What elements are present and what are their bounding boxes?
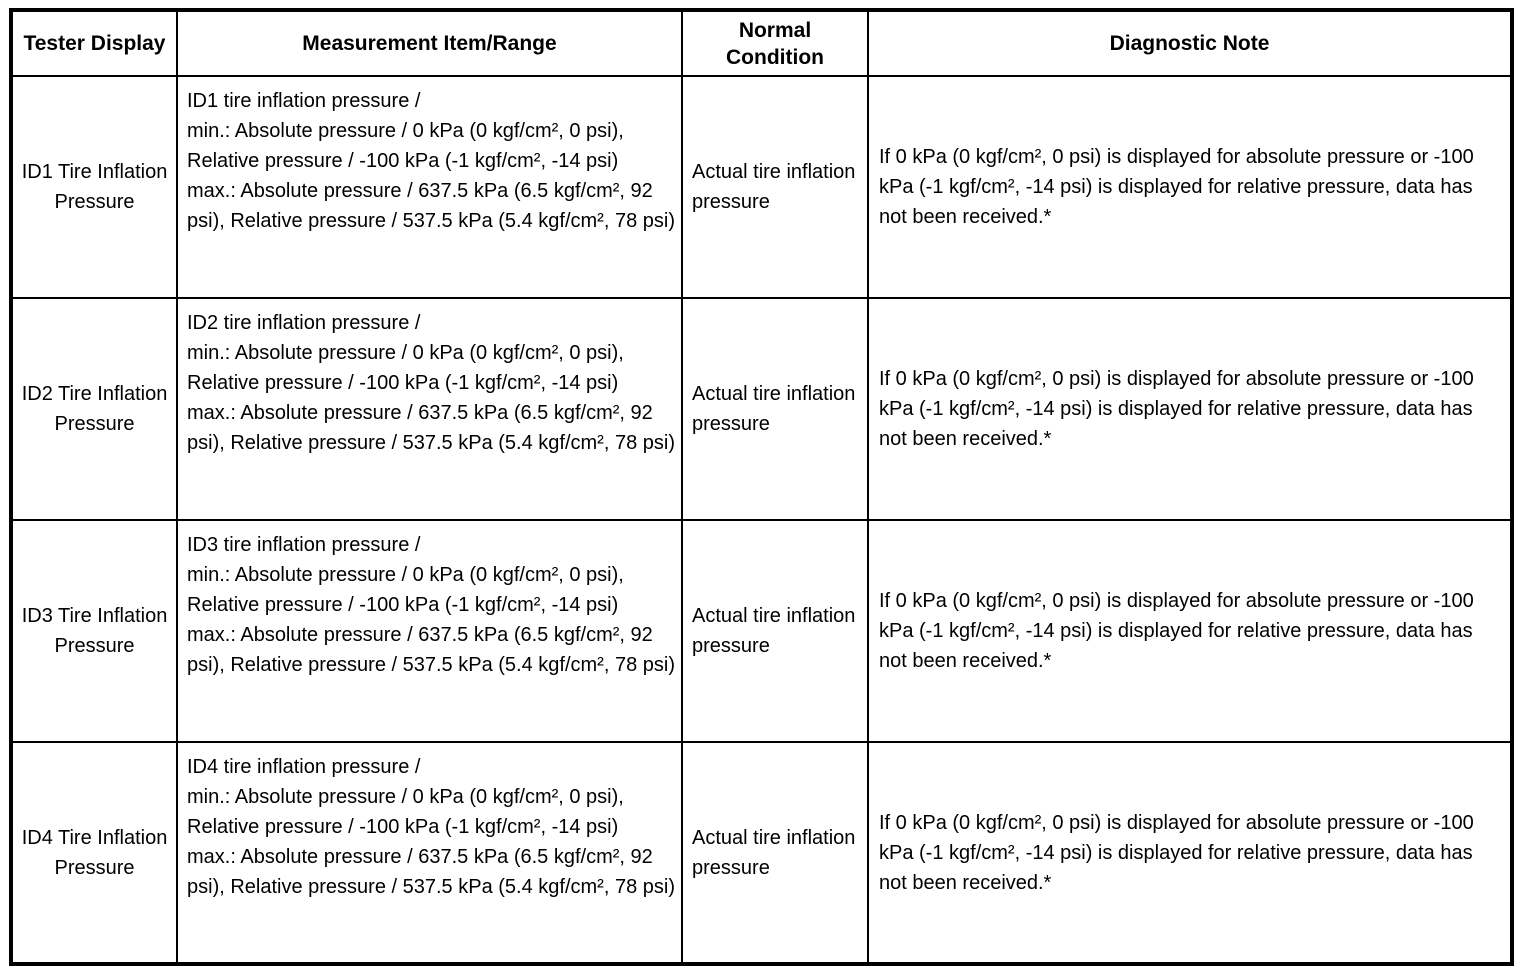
cell-diagnostic-note: If 0 kPa (0 kgf/cm², 0 psi) is displayed…	[867, 519, 1513, 743]
measurement-line: ID1 tire inflation pressure /	[187, 90, 421, 112]
cell-normal-condition: Actual tire inflation pressure	[681, 297, 869, 521]
measurement-line: max.: Absolute pressure / 637.5 kPa (6.5…	[187, 624, 675, 676]
table-row-id2: ID2 Tire Inflation Pressure ID2 tire inf…	[10, 297, 1513, 521]
cell-measurement-item-range: ID2 tire inflation pressure / min.: Abso…	[176, 297, 683, 521]
cell-measurement-item-range: ID3 tire inflation pressure / min.: Abso…	[176, 519, 683, 743]
measurement-line: ID3 tire inflation pressure /	[187, 534, 421, 556]
measurement-line: min.: Absolute pressure / 0 kPa (0 kgf/c…	[187, 786, 624, 838]
table-row-id1: ID1 Tire Inflation Pressure ID1 tire inf…	[10, 75, 1513, 299]
header-cell-measurement-item-range: Measurement Item/Range	[176, 9, 683, 77]
cell-diagnostic-note: If 0 kPa (0 kgf/cm², 0 psi) is displayed…	[867, 297, 1513, 521]
table-row-id4: ID4 Tire Inflation Pressure ID4 tire inf…	[10, 741, 1513, 965]
table-header-row: Tester Display Measurement Item/Range No…	[10, 9, 1513, 77]
cell-normal-condition: Actual tire inflation pressure	[681, 741, 869, 965]
table-row-id3: ID3 Tire Inflation Pressure ID3 tire inf…	[10, 519, 1513, 743]
measurement-line: max.: Absolute pressure / 637.5 kPa (6.5…	[187, 180, 675, 232]
measurement-line: max.: Absolute pressure / 637.5 kPa (6.5…	[187, 402, 675, 454]
cell-tester-display: ID4 Tire Inflation Pressure	[10, 741, 178, 965]
measurement-line: ID4 tire inflation pressure /	[187, 756, 421, 778]
cell-tester-display: ID3 Tire Inflation Pressure	[10, 519, 178, 743]
measurement-line: min.: Absolute pressure / 0 kPa (0 kgf/c…	[187, 564, 624, 616]
measurement-line: min.: Absolute pressure / 0 kPa (0 kgf/c…	[187, 120, 624, 172]
cell-tester-display: ID2 Tire Inflation Pressure	[10, 297, 178, 521]
cell-diagnostic-note: If 0 kPa (0 kgf/cm², 0 psi) is displayed…	[867, 75, 1513, 299]
cell-measurement-item-range: ID4 tire inflation pressure / min.: Abso…	[176, 741, 683, 965]
cell-normal-condition: Actual tire inflation pressure	[681, 519, 869, 743]
measurement-line: ID2 tire inflation pressure /	[187, 312, 421, 334]
cell-measurement-item-range: ID1 tire inflation pressure / min.: Abso…	[176, 75, 683, 299]
measurement-line: max.: Absolute pressure / 637.5 kPa (6.5…	[187, 846, 675, 898]
header-cell-tester-display: Tester Display	[10, 9, 178, 77]
header-cell-normal-condition: Normal Condition	[681, 9, 869, 77]
diagnostic-table: Tester Display Measurement Item/Range No…	[9, 8, 1514, 966]
cell-normal-condition: Actual tire inflation pressure	[681, 75, 869, 299]
measurement-line: min.: Absolute pressure / 0 kPa (0 kgf/c…	[187, 342, 624, 394]
cell-tester-display: ID1 Tire Inflation Pressure	[10, 75, 178, 299]
cell-diagnostic-note: If 0 kPa (0 kgf/cm², 0 psi) is displayed…	[867, 741, 1513, 965]
header-cell-diagnostic-note: Diagnostic Note	[867, 9, 1513, 77]
